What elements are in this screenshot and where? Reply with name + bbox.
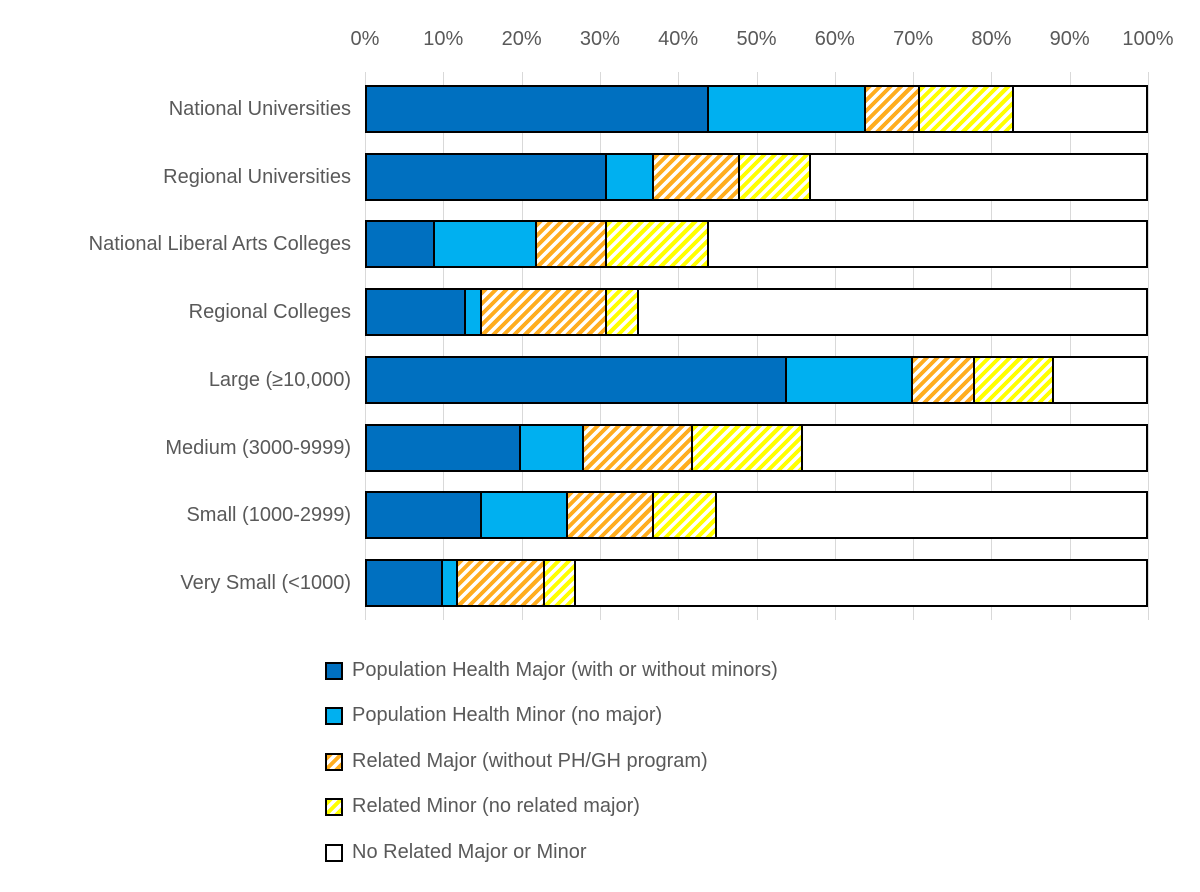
bar-segment xyxy=(1051,356,1148,404)
bar-row xyxy=(365,491,1148,539)
gridline xyxy=(991,72,993,620)
bar-segment xyxy=(785,356,914,404)
bar-segment xyxy=(365,424,522,472)
x-axis-tick-label: 50% xyxy=(736,28,777,50)
bar-segment xyxy=(707,220,1148,268)
x-axis-tick-label: 90% xyxy=(1049,28,1090,50)
bar-segment xyxy=(365,220,436,268)
bar-segment xyxy=(432,220,538,268)
bar-segment xyxy=(918,85,1015,133)
bar-segment xyxy=(636,288,1148,336)
legend-swatch-icon xyxy=(325,843,343,862)
category-label: Large (≥10,000) xyxy=(208,369,351,391)
x-axis-tick-label: 20% xyxy=(501,28,542,50)
x-axis-tick-label: 40% xyxy=(658,28,699,50)
legend-item: No Related Major or Minor xyxy=(325,839,587,866)
bar-segment xyxy=(542,559,577,607)
bar-row xyxy=(365,153,1148,201)
x-axis-tick-label: 70% xyxy=(893,28,934,50)
x-axis-tick-label: 30% xyxy=(579,28,620,50)
bar-segment xyxy=(365,491,483,539)
bar-segment xyxy=(738,153,812,201)
category-label: National Liberal Arts Colleges xyxy=(88,233,351,255)
bar-segment xyxy=(581,424,694,472)
legend-item: Population Health Minor (no major) xyxy=(325,702,662,729)
bar-segment xyxy=(652,491,718,539)
bar-row xyxy=(365,85,1148,133)
category-label: National Universities xyxy=(168,98,351,120)
gridline xyxy=(834,72,836,620)
bar-row xyxy=(365,559,1148,607)
x-axis-tick-label: 0% xyxy=(350,28,380,50)
legend-item: Related Major (without PH/GH program) xyxy=(325,748,708,775)
legend-item: Related Minor (no related major) xyxy=(325,793,640,820)
gridline xyxy=(365,72,366,620)
bar-segment xyxy=(605,153,655,201)
bar-segment xyxy=(910,356,976,404)
legend-label: Population Health Major (with or without… xyxy=(352,659,778,681)
bar-segment xyxy=(365,153,608,201)
x-axis-tick-label: 10% xyxy=(423,28,464,50)
bar-segment xyxy=(1012,85,1148,133)
bar-row xyxy=(365,288,1148,336)
x-axis-tick-label: 80% xyxy=(971,28,1012,50)
gridline xyxy=(599,72,601,620)
bar-segment xyxy=(534,220,608,268)
bar-segment xyxy=(652,153,741,201)
category-label: Regional Colleges xyxy=(188,301,351,323)
legend-swatch-icon xyxy=(325,706,343,725)
legend-swatch-icon xyxy=(325,797,343,816)
category-label: Very Small (<1000) xyxy=(180,572,351,594)
category-label: Regional Universities xyxy=(163,166,351,188)
bar-segment xyxy=(566,491,655,539)
bar-segment xyxy=(519,424,585,472)
category-label: Small (1000-2999) xyxy=(186,504,351,526)
gridline xyxy=(756,72,758,620)
legend-swatch-icon xyxy=(325,752,343,771)
gridline xyxy=(443,72,445,620)
bar-segment xyxy=(456,559,546,607)
bar-segment xyxy=(973,356,1055,404)
bar-segment xyxy=(365,559,444,607)
bar-segment xyxy=(863,85,921,133)
x-axis-tick-label: 100% xyxy=(1122,28,1174,50)
legend-label: No Related Major or Minor xyxy=(352,841,587,863)
bar-segment xyxy=(800,424,1148,472)
bar-segment xyxy=(707,85,867,133)
legend-swatch-icon xyxy=(325,661,343,680)
gridline xyxy=(1148,72,1149,620)
legend-label: Related Minor (no related major) xyxy=(352,795,640,817)
bar-segment xyxy=(691,424,804,472)
bar-segment xyxy=(365,356,788,404)
gridline xyxy=(1069,72,1071,620)
bar-segment xyxy=(605,220,710,268)
legend-item: Population Health Major (with or without… xyxy=(325,657,778,684)
bar-segment xyxy=(479,491,569,539)
bar-row xyxy=(365,356,1148,404)
bar-segment xyxy=(479,288,608,336)
bar-segment xyxy=(808,153,1148,201)
legend-label: Related Major (without PH/GH program) xyxy=(352,750,708,772)
bar-row xyxy=(365,424,1148,472)
bar-segment xyxy=(605,288,640,336)
bar-segment xyxy=(714,491,1148,539)
bar-segment xyxy=(365,85,710,133)
gridline xyxy=(521,72,523,620)
x-axis-tick-label: 60% xyxy=(814,28,855,50)
bar-segment xyxy=(365,288,467,336)
gridline xyxy=(678,72,680,620)
bar-segment xyxy=(573,559,1148,607)
category-label: Medium (3000-9999) xyxy=(165,437,351,459)
bar-row xyxy=(365,220,1148,268)
gridline xyxy=(913,72,915,620)
legend-label: Population Health Minor (no major) xyxy=(352,704,663,726)
